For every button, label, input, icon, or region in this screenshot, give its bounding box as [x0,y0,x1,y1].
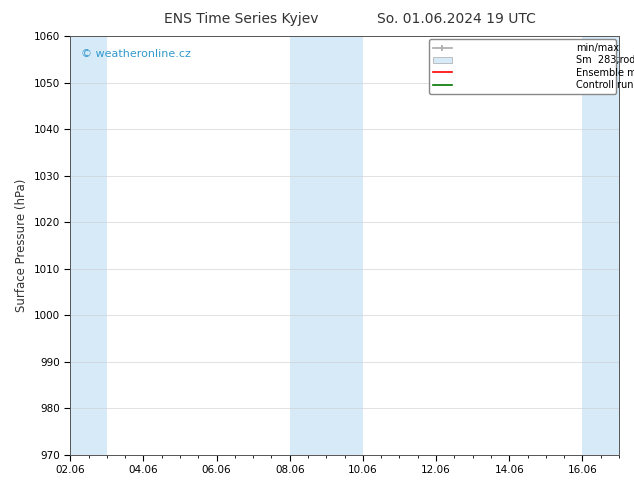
Legend: min/max, Sm  283;rodatn acute; odchylka, Ensemble mean run, Controll run: min/max, Sm 283;rodatn acute; odchylka, … [429,39,616,94]
Bar [583,36,619,455]
Bar [290,36,363,455]
Text: © weatheronline.cz: © weatheronline.cz [81,49,191,59]
Text: So. 01.06.2024 19 UTC: So. 01.06.2024 19 UTC [377,12,536,26]
Text: ENS Time Series Kyjev: ENS Time Series Kyjev [164,12,318,26]
Bar [70,36,107,455]
Y-axis label: Surface Pressure (hPa): Surface Pressure (hPa) [15,179,28,312]
